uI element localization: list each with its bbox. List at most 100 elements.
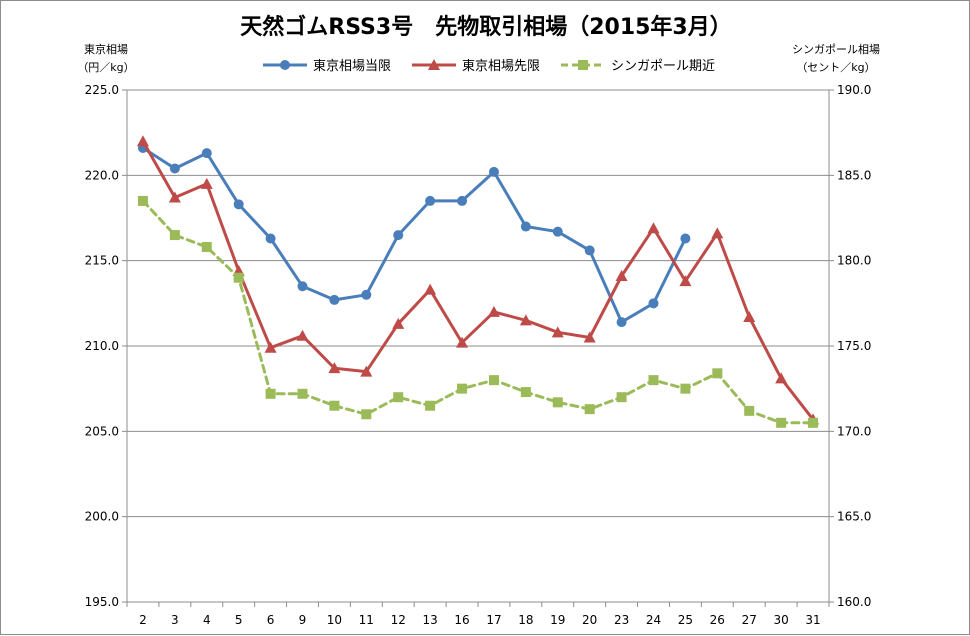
- data-point: [392, 317, 405, 329]
- x-tick-label: 27: [742, 613, 757, 627]
- data-point: [552, 226, 563, 237]
- data-point: [711, 227, 724, 239]
- right-tick-label: 175.0: [837, 339, 871, 353]
- x-tick-label: 17: [486, 613, 501, 627]
- data-point: [680, 383, 691, 394]
- x-tick-label: 24: [646, 613, 661, 627]
- right-tick-label: 160.0: [837, 595, 871, 609]
- x-tick-label: 25: [678, 613, 693, 627]
- data-point: [425, 400, 436, 411]
- data-point: [297, 281, 308, 292]
- data-point: [456, 336, 469, 348]
- data-point: [616, 317, 627, 328]
- data-point: [775, 372, 788, 384]
- x-tick-label: 30: [773, 613, 788, 627]
- data-point: [329, 294, 340, 305]
- x-tick-label: 10: [327, 613, 342, 627]
- data-point: [551, 326, 564, 338]
- data-point: [393, 230, 404, 241]
- data-point: [552, 397, 563, 408]
- data-point: [233, 199, 244, 210]
- series-line-2: [141, 199, 815, 425]
- x-tick-label: 12: [391, 613, 406, 627]
- legend-label-tokyo-far: 東京相場先限: [462, 58, 540, 74]
- x-tick-label: 18: [518, 613, 533, 627]
- data-point: [712, 368, 723, 379]
- data-point: [168, 191, 181, 203]
- left-tick-label: 200.0: [85, 510, 119, 524]
- right-axis-label-line1: シンガポール相場: [792, 43, 880, 56]
- data-point: [360, 365, 373, 377]
- data-point: [393, 392, 404, 403]
- data-point: [680, 233, 691, 244]
- x-tick-label: 23: [614, 613, 629, 627]
- data-point: [264, 341, 277, 353]
- data-point: [328, 362, 341, 374]
- legend-marker-circle: [280, 60, 290, 70]
- data-point: [616, 392, 627, 403]
- legend-label-singapore: シンガポール期近: [611, 59, 715, 74]
- data-point: [584, 404, 595, 415]
- data-point: [425, 195, 436, 206]
- data-point: [520, 221, 531, 232]
- data-point: [329, 400, 340, 411]
- data-point: [361, 409, 372, 420]
- right-tick-label: 180.0: [837, 254, 871, 268]
- data-point: [648, 298, 659, 309]
- left-tick-label: 195.0: [85, 595, 119, 609]
- x-tick-label: 11: [359, 613, 374, 627]
- right-tick-label: 170.0: [837, 424, 871, 438]
- data-point: [520, 387, 531, 398]
- data-point: [233, 272, 244, 283]
- legend: 東京相場当限 東京相場先限 シンガポール期近: [263, 58, 715, 74]
- data-point: [583, 331, 596, 343]
- data-point: [488, 166, 499, 177]
- data-point: [200, 177, 213, 189]
- left-tick-label: 225.0: [85, 83, 119, 97]
- x-tick-label: 16: [454, 613, 469, 627]
- data-point: [743, 310, 756, 322]
- x-tick-label: 4: [203, 613, 211, 627]
- x-tick-label: 13: [422, 613, 437, 627]
- x-tick-label: 19: [550, 613, 565, 627]
- data-point: [297, 388, 308, 399]
- data-point: [519, 314, 532, 326]
- data-point: [488, 375, 499, 386]
- series-line-0: [141, 146, 687, 324]
- data-point: [615, 270, 628, 282]
- data-point: [361, 289, 372, 300]
- data-point: [457, 195, 468, 206]
- data-point: [265, 388, 276, 399]
- data-point: [169, 163, 180, 174]
- left-tick-label: 210.0: [85, 339, 119, 353]
- x-tick-label: 2: [139, 613, 147, 627]
- legend-label-tokyo-near: 東京相場当限: [313, 58, 391, 74]
- legend-marker-triangle: [428, 59, 440, 70]
- data-point: [648, 375, 659, 386]
- data-point: [808, 417, 819, 428]
- data-point: [136, 135, 149, 147]
- data-point: [169, 230, 180, 241]
- left-axis-label-line1: 東京相場: [84, 42, 128, 56]
- data-point: [487, 305, 500, 317]
- legend-marker-square: [578, 60, 588, 70]
- x-tick-label: 6: [267, 613, 275, 627]
- data-point: [296, 329, 309, 341]
- data-point: [137, 195, 148, 206]
- data-point: [584, 245, 595, 256]
- x-tick-label: 20: [582, 613, 597, 627]
- right-axis-label-line2: （セント／kg）: [796, 61, 875, 74]
- data-point: [201, 242, 212, 253]
- plot-area: 195.0 200.0 205.0 210.0 215.0 220.0 225.0 160.0…: [85, 83, 872, 627]
- x-tick-label: 26: [710, 613, 725, 627]
- left-tick-label: 205.0: [85, 424, 119, 438]
- left-tick-label: 215.0: [85, 254, 119, 268]
- chart-title: 天然ゴムRSS3号 先物取引相場（2015年3月）: [240, 14, 732, 40]
- x-tick-label: 5: [235, 613, 243, 627]
- x-tick-label: 9: [299, 613, 307, 627]
- x-tick-label: 3: [171, 613, 179, 627]
- left-tick-label: 220.0: [85, 168, 119, 182]
- data-point: [744, 405, 755, 416]
- data-point: [265, 233, 276, 244]
